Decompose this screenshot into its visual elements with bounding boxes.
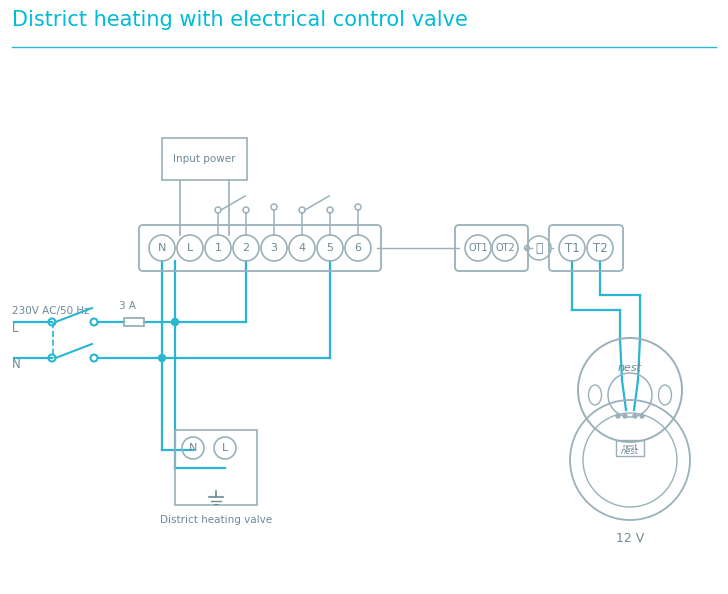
Text: 5: 5 [326, 243, 333, 253]
Text: OT1: OT1 [468, 243, 488, 253]
Text: District heating with electrical control valve: District heating with electrical control… [12, 10, 468, 30]
Bar [616, 440, 644, 456]
Circle shape [616, 414, 620, 418]
Text: 3 A: 3 A [119, 301, 136, 311]
Text: 230V AC/50 Hz: 230V AC/50 Hz [12, 306, 90, 316]
Text: N: N [158, 243, 166, 253]
Circle shape [633, 414, 637, 418]
Text: N: N [189, 443, 197, 453]
Bar [175, 430, 257, 505]
Text: 12 V: 12 V [616, 532, 644, 545]
Text: nest: nest [622, 444, 638, 450]
Circle shape [640, 414, 644, 418]
Text: District heating valve: District heating valve [160, 515, 272, 525]
Text: 3: 3 [271, 243, 277, 253]
Text: T1: T1 [565, 242, 579, 254]
Text: 4: 4 [298, 243, 306, 253]
Circle shape [159, 355, 165, 362]
Text: nest: nest [621, 447, 639, 457]
Text: 6: 6 [355, 243, 362, 253]
Text: N: N [12, 358, 21, 371]
Text: T2: T2 [593, 242, 607, 254]
Text: L: L [12, 321, 18, 334]
Text: OT2: OT2 [495, 243, 515, 253]
Text: nest: nest [618, 363, 642, 373]
Text: L: L [222, 443, 228, 453]
Text: 1: 1 [215, 243, 221, 253]
Bar [162, 138, 247, 180]
Text: 2: 2 [242, 243, 250, 253]
Circle shape [172, 318, 178, 326]
Text: Input power: Input power [173, 154, 236, 164]
Text: L: L [187, 243, 193, 253]
Circle shape [623, 414, 627, 418]
Bar [124, 318, 144, 326]
Text: ⏚: ⏚ [535, 242, 543, 254]
